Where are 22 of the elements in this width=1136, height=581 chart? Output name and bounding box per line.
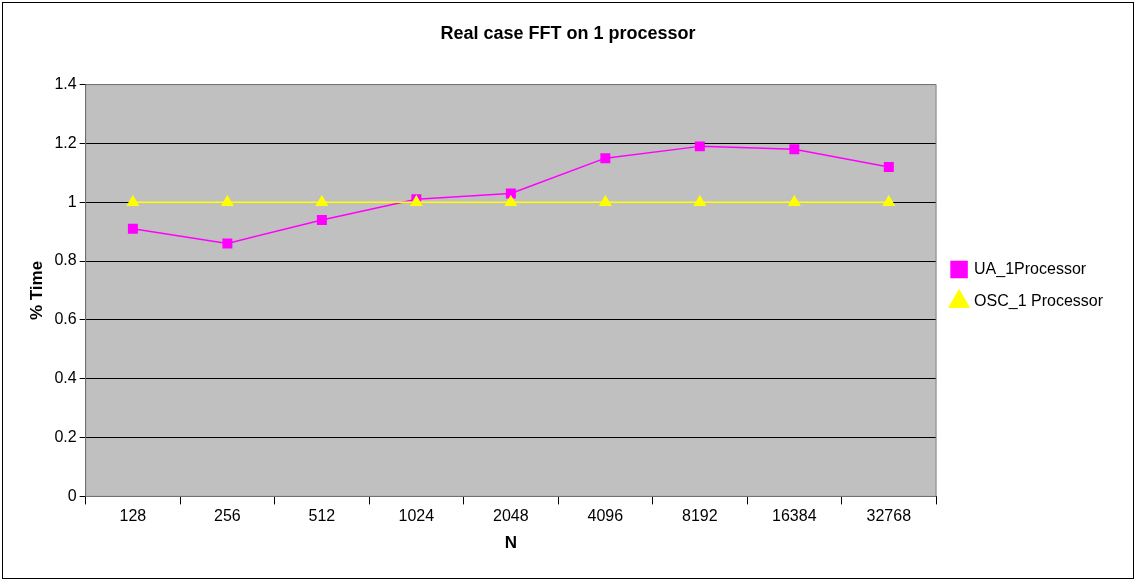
legend-label: UA_1Processor	[974, 259, 1087, 278]
x-tick-label: 8192	[682, 507, 718, 525]
x-tick-label: 256	[214, 507, 241, 525]
x-tick-label: 2048	[493, 507, 529, 525]
x-tick-label: 128	[119, 507, 147, 525]
x-tick-label: 1024	[398, 507, 435, 525]
x-tick-label: 4096	[587, 507, 624, 525]
chart-title: Real case FFT on 1 processor	[440, 22, 696, 43]
x-axis-title: N	[504, 533, 517, 553]
y-tick-label: 0.2	[54, 427, 77, 445]
y-tick-label: 0.6	[54, 310, 77, 328]
legend-label: OSC_1 Processor	[974, 291, 1104, 310]
x-tick-label: 32768	[866, 507, 912, 525]
x-tick-label: 16384	[772, 507, 817, 525]
y-tick-label: 1.2	[54, 133, 77, 151]
x-tick-label: 512	[308, 507, 336, 525]
y-tick-label: 1	[67, 192, 77, 210]
y-tick-label: 1.4	[54, 75, 77, 93]
y-tick-label: 0.4	[54, 369, 77, 387]
y-axis-title: % Time	[26, 260, 46, 321]
y-tick-label: 0.8	[54, 251, 77, 269]
y-tick-label: 0	[67, 486, 77, 504]
